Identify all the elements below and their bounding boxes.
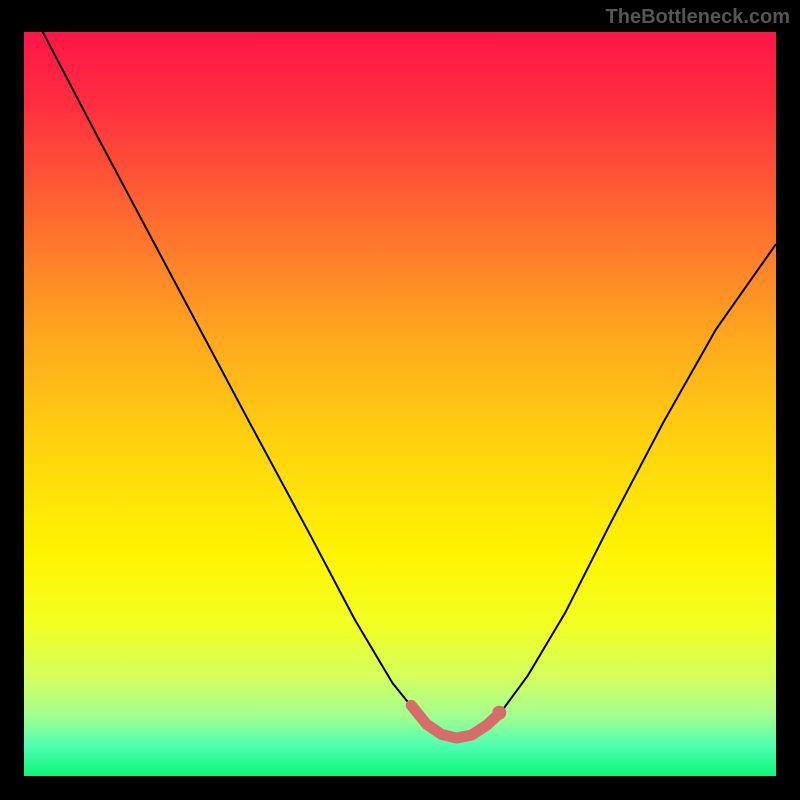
chart-plot-area [24,32,776,776]
gradient-background [24,32,776,776]
chart-svg [24,32,776,776]
optimum-end-dot [492,706,506,720]
watermark-text: TheBottleneck.com [606,6,790,29]
